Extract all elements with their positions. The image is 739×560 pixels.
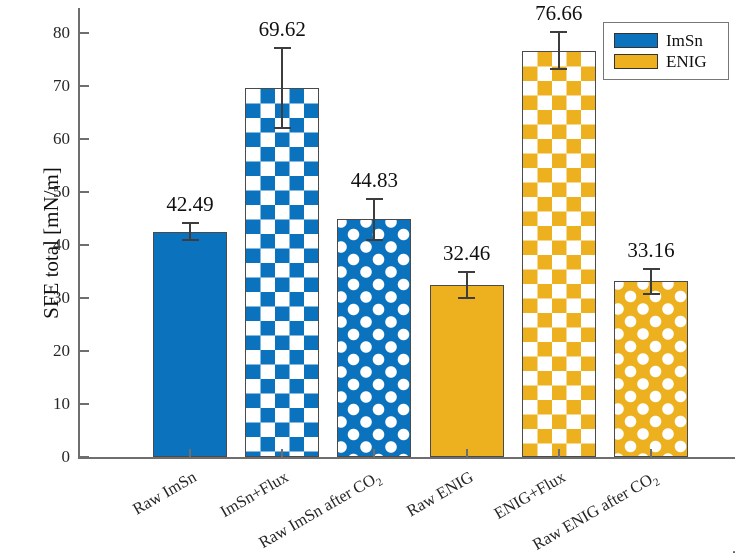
error-bar — [465, 272, 468, 298]
bar — [429, 284, 504, 457]
bar-value-label: 76.66 — [535, 1, 583, 26]
legend-swatch — [614, 33, 658, 48]
bar-value-label: 33.16 — [627, 237, 675, 262]
y-tick-label: 50 — [53, 181, 70, 201]
error-bar-cap-top — [181, 222, 199, 225]
y-tick-label: 0 — [61, 447, 71, 466]
x-tick — [557, 449, 560, 457]
bar-value-label: 32.46 — [442, 241, 491, 266]
y-tick — [80, 84, 89, 87]
error-bar-cap-bottom — [550, 68, 568, 71]
y-tick — [80, 403, 89, 405]
bar — [337, 219, 412, 457]
y-tick — [80, 137, 89, 140]
x-tick — [465, 449, 468, 457]
bar — [521, 50, 596, 457]
y-tick-label: 10 — [53, 394, 70, 413]
legend-entry: ImSn — [614, 31, 720, 50]
y-tick-label: 80 — [53, 22, 70, 42]
legend-label: ImSn — [666, 31, 703, 50]
error-bar-cap-bottom — [642, 292, 660, 295]
error-bar — [373, 199, 376, 240]
y-tick-label: 40 — [53, 234, 70, 254]
bar — [153, 231, 227, 457]
error-bar-cap-bottom — [458, 296, 476, 299]
bar — [245, 87, 320, 457]
y-tick-label: 60 — [53, 128, 70, 148]
plot-area: SFE total [mN/m] 0 10 20 30 40 50 60 70 80 42.49 R… — [39, 1, 735, 554]
error-bar — [281, 47, 284, 129]
legend-swatch — [614, 54, 658, 69]
y-tick — [80, 296, 89, 299]
bar-value-label: 69.62 — [258, 16, 306, 41]
bar-value-label: 42.49 — [166, 192, 214, 217]
y-tick-label: 30 — [53, 287, 70, 307]
stray-period-text: . — [732, 540, 736, 557]
error-bar-cap-bottom — [181, 239, 199, 242]
y-tick-label: 20 — [53, 340, 70, 360]
error-bar — [650, 268, 652, 294]
x-tick — [373, 449, 376, 457]
x-tick — [281, 449, 284, 457]
y-tick — [80, 456, 89, 458]
x-tick — [650, 449, 652, 457]
legend: ImSn ENIG — [603, 22, 729, 80]
bar-value-label: 44.83 — [350, 168, 399, 193]
error-bar-cap-bottom — [365, 238, 383, 241]
y-tick — [80, 190, 89, 193]
bar — [614, 281, 688, 457]
error-bar-cap-top — [642, 267, 660, 270]
y-tick — [80, 349, 89, 352]
error-bar — [189, 223, 191, 241]
error-bar-cap-top — [458, 271, 476, 274]
error-bar-cap-top — [550, 31, 568, 34]
y-tick — [80, 243, 89, 246]
y-tick-label: 70 — [53, 75, 70, 95]
y-tick — [80, 31, 89, 34]
x-tick — [189, 449, 191, 457]
error-bar-cap-top — [365, 198, 383, 201]
legend-entry: ENIG — [614, 52, 720, 71]
legend-label: ENIG — [666, 52, 707, 71]
error-bar-cap-top — [273, 46, 291, 49]
error-bar — [557, 32, 560, 70]
error-bar-cap-bottom — [273, 127, 291, 130]
